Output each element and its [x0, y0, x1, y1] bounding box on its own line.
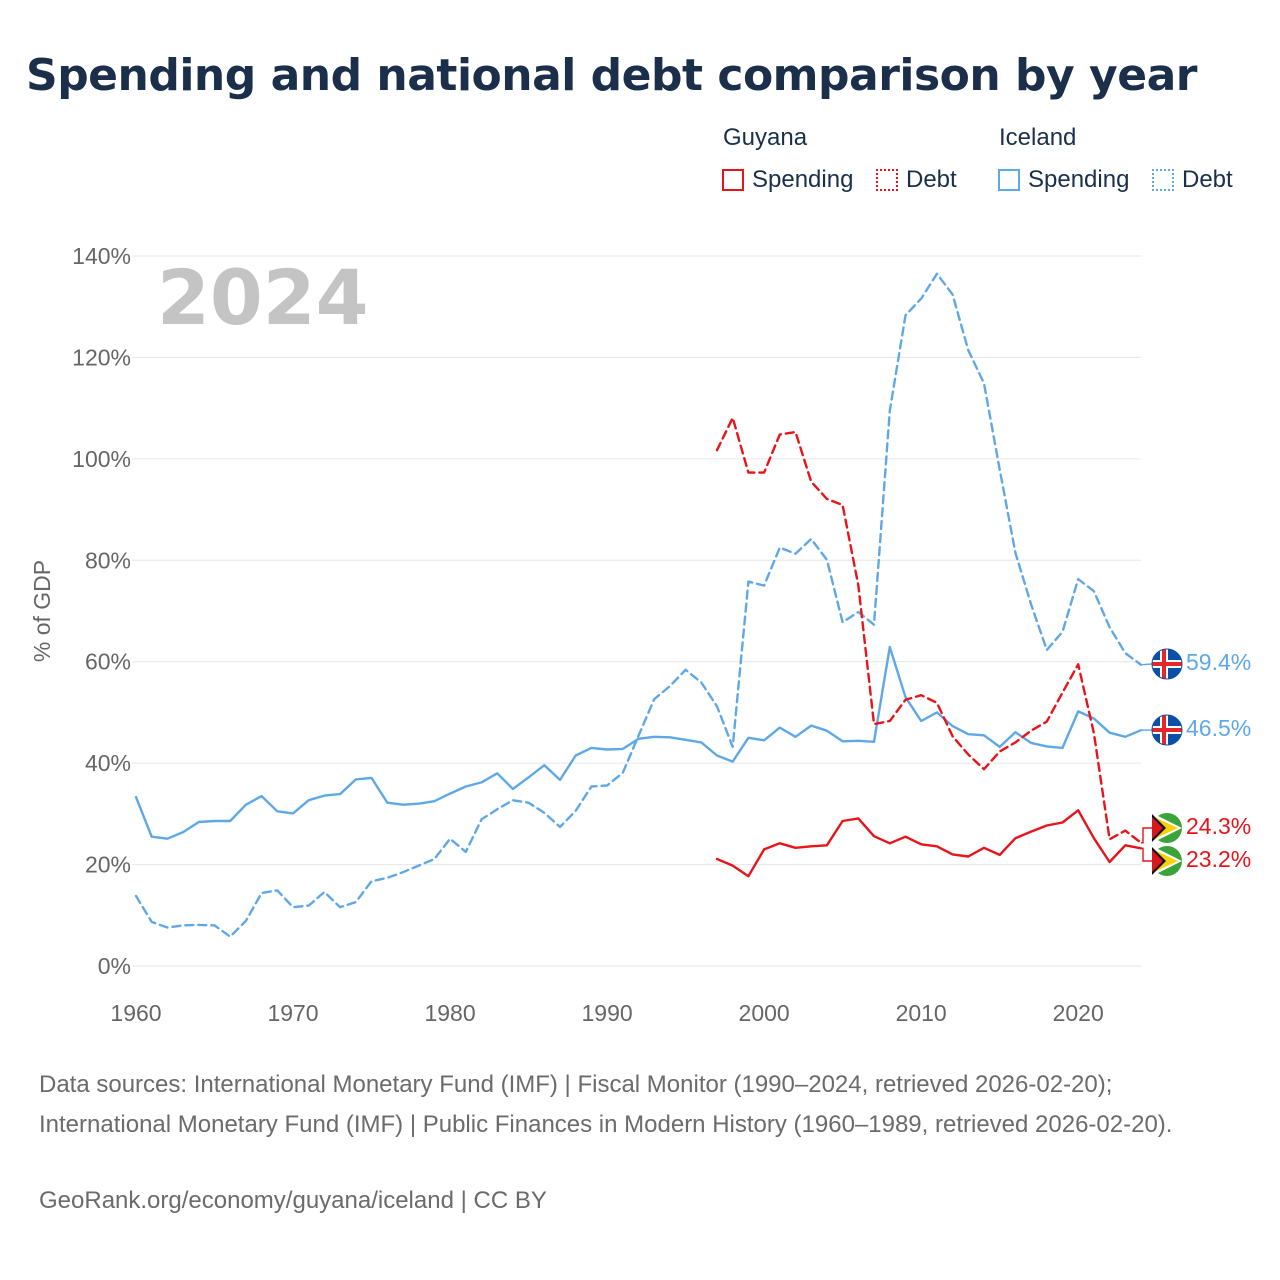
connector-guyana-debt [1141, 827, 1152, 844]
y-tick-label: 20% [85, 852, 131, 878]
legend-swatch-guyana-debt [876, 169, 898, 191]
end-flag-iceland-spending [1151, 714, 1183, 746]
x-tick-label: 1960 [110, 1000, 161, 1026]
end-label-iceland-debt: 59.4% [1186, 649, 1251, 675]
legend-swatch-guyana-spending [722, 169, 744, 191]
legend-label-guyana-debt: Debt [906, 166, 957, 193]
legend-guyana-spending[interactable]: Spending [722, 166, 853, 194]
x-tick-label: 1990 [582, 1000, 633, 1026]
data-sources: Data sources: International Monetary Fun… [39, 1071, 1173, 1138]
y-tick-label: 60% [85, 649, 131, 675]
legend-label-iceland-debt: Debt [1182, 166, 1233, 193]
y-tick-label: 120% [72, 344, 131, 370]
y-tick-label: 100% [72, 446, 131, 472]
series-line-guyana-debt [715, 416, 1143, 844]
end-flag-guyana-spending [1152, 846, 1182, 876]
y-tick-label: 0% [98, 953, 131, 979]
guyana-flag-icon [1152, 846, 1182, 876]
x-tick-label: 2000 [739, 1000, 790, 1026]
y-axis-ticks: 0% 20% 40% 60% 80% 100% 120% 140% [72, 243, 131, 979]
legend-iceland-spending[interactable]: Spending [998, 166, 1129, 194]
x-tick-label: 2020 [1053, 1000, 1104, 1026]
end-label-guyana-spending: 23.2% [1186, 846, 1251, 872]
chart-title: Spending and national debt comparison by… [26, 50, 1197, 101]
legend-label-guyana-spending: Spending [752, 166, 854, 193]
series-line-iceland-spending [134, 645, 1143, 840]
legend-guyana-debt[interactable]: Debt [876, 166, 957, 194]
legend-iceland-debt[interactable]: Debt [1152, 166, 1233, 194]
legend-swatch-iceland-debt [1152, 169, 1174, 191]
connector-iceland-debt [1140, 663, 1153, 666]
connector-guyana-spending [1141, 847, 1152, 862]
legend-group-iceland: Iceland [999, 124, 1077, 151]
end-label-connectors [1140, 663, 1153, 862]
legend-label-iceland-spending: Spending [1028, 166, 1130, 193]
grid [132, 255, 1141, 967]
end-flag-iceland-debt [1151, 648, 1183, 680]
end-label-iceland-spending: 46.5% [1186, 715, 1251, 741]
chart-plot: 0%20%40%60%80%100%120%140% 1960 1970 1980 1… [29, 243, 1251, 1026]
legend-swatch-iceland-spending [998, 169, 1020, 191]
series-line-iceland-debt [134, 272, 1143, 938]
iceland-flag-icon [1151, 648, 1183, 680]
end-flag-guyana-debt [1152, 813, 1182, 843]
y-tick-label: 140% [72, 243, 131, 269]
series-lines [134, 272, 1143, 938]
series-line-guyana-spending [715, 809, 1143, 878]
y-tick-label: 80% [85, 547, 131, 573]
credit-link[interactable]: GeoRank.org/economy/guyana/iceland | CC … [39, 1187, 547, 1214]
iceland-flag-icon [1151, 714, 1183, 746]
year-watermark: 2024 [157, 253, 369, 342]
x-tick-label: 1970 [267, 1000, 318, 1026]
y-tick-label: 40% [85, 750, 131, 776]
x-tick-label: 1980 [424, 1000, 475, 1026]
x-axis-ticks: 1960 1970 1980 1990 2000 2010 2020 [110, 1000, 1103, 1026]
y-axis-title: % of GDP [29, 560, 55, 662]
legend-group-guyana: Guyana [723, 124, 808, 151]
x-tick-label: 2010 [896, 1000, 947, 1026]
guyana-flag-icon [1152, 813, 1182, 843]
end-label-guyana-debt: 24.3% [1186, 813, 1251, 839]
